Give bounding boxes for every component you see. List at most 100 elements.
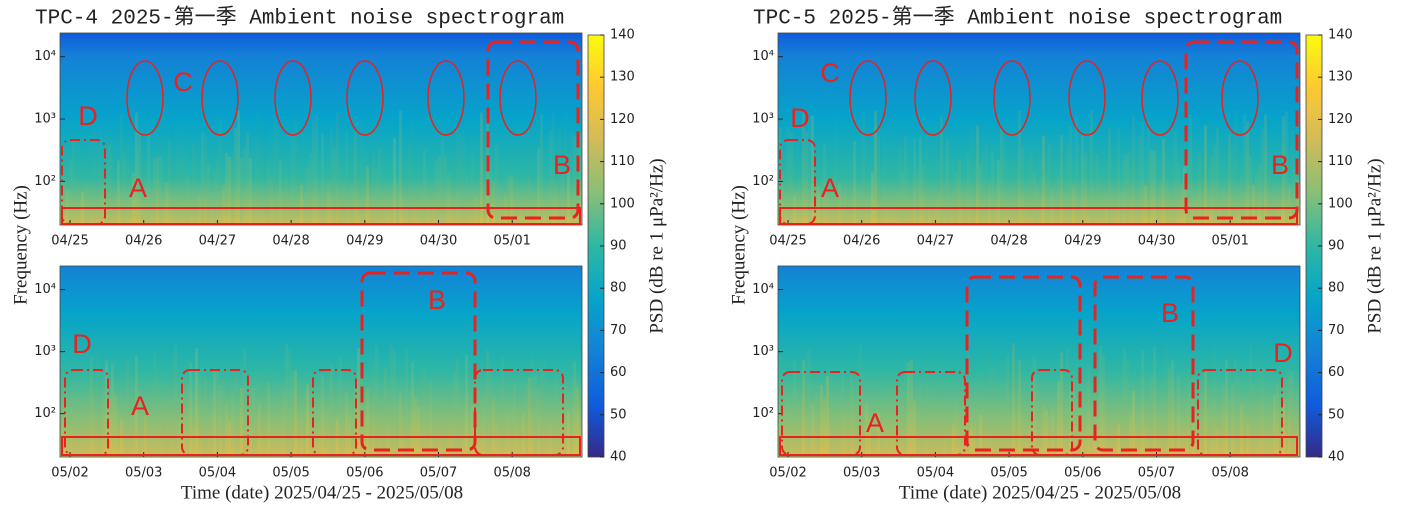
spectrogram-texture xyxy=(132,172,135,225)
spectrogram-texture xyxy=(835,117,838,225)
spectrogram-texture xyxy=(516,184,519,225)
spectrogram-texture xyxy=(1045,172,1048,225)
spectrogram-texture xyxy=(1099,172,1102,225)
x-tick-label: 04/26 xyxy=(125,234,162,249)
spectrogram-texture xyxy=(1195,150,1198,225)
spectrogram-texture xyxy=(135,112,138,225)
spectrogram-texture xyxy=(165,428,168,457)
spectrogram-texture xyxy=(1039,412,1042,457)
spectrogram-texture xyxy=(273,117,276,225)
spectrogram-texture xyxy=(1198,153,1201,225)
spectrogram-texture xyxy=(303,398,306,457)
spectrogram-texture xyxy=(1057,176,1060,225)
spectrogram-texture xyxy=(360,359,363,457)
spectrogram-texture xyxy=(183,349,186,457)
annotation-box xyxy=(486,40,580,220)
colorbar-tick-label: 110 xyxy=(610,154,635,169)
x-tick-label: 05/06 xyxy=(346,466,383,481)
spectrogram-texture xyxy=(516,419,519,457)
spectrogram-texture xyxy=(889,124,892,225)
spectrogram-texture xyxy=(87,179,90,225)
spectrogram-texture xyxy=(1165,345,1168,457)
spectrogram-texture xyxy=(922,423,925,457)
spectrogram-texture xyxy=(1294,422,1297,457)
spectrogram-texture xyxy=(117,368,120,457)
spectrogram-texture xyxy=(886,385,889,457)
spectrogram-texture xyxy=(1135,179,1138,225)
spectrogram-texture xyxy=(1036,186,1039,225)
spectrogram-texture xyxy=(138,131,141,225)
spectrogram xyxy=(60,266,582,457)
spectrogram-texture xyxy=(483,176,486,225)
spectrogram-texture xyxy=(501,357,504,457)
spectrogram-texture xyxy=(1219,423,1222,457)
spectrogram-texture xyxy=(970,126,973,225)
spectrogram-texture xyxy=(1234,109,1237,225)
x-tick-label: 05/04 xyxy=(917,466,954,481)
spectrogram-texture xyxy=(321,133,324,225)
spectrogram-texture xyxy=(946,139,949,225)
spectrogram-texture xyxy=(868,420,871,457)
spectrogram-texture xyxy=(1120,414,1123,457)
spectrogram-texture xyxy=(1090,110,1093,225)
annotation-ellipse xyxy=(126,60,164,136)
spectrogram-texture xyxy=(357,122,360,225)
spectrogram-texture xyxy=(330,365,333,457)
spectrogram-texture xyxy=(1240,404,1243,457)
spectrogram-texture xyxy=(1273,394,1276,457)
spectrogram-texture xyxy=(108,144,111,225)
spectrogram-texture xyxy=(1147,121,1150,225)
spectrogram-texture xyxy=(811,115,814,225)
spectrogram-texture xyxy=(841,163,844,225)
spectrogram-texture xyxy=(405,169,408,225)
spectrogram-texture xyxy=(153,158,156,225)
spectrogram-texture xyxy=(426,188,429,225)
spectrogram-texture xyxy=(982,153,985,225)
spectrogram-texture xyxy=(300,419,303,457)
spectrogram-texture xyxy=(952,424,955,457)
spectrogram-texture xyxy=(381,384,384,457)
spectrogram-texture xyxy=(850,174,853,225)
spectrogram-texture xyxy=(985,377,988,457)
spectrogram-texture xyxy=(180,153,183,225)
spectrogram-texture xyxy=(1030,150,1033,225)
spectrogram-texture xyxy=(519,412,522,457)
annotation-band xyxy=(779,436,1298,456)
spectrogram-texture xyxy=(231,160,234,225)
spectrogram-texture xyxy=(249,157,252,225)
spectrogram-texture xyxy=(240,387,243,457)
spectrogram-texture xyxy=(492,181,495,225)
spectrogram-texture xyxy=(943,374,946,457)
annotation-ellipse xyxy=(1221,60,1259,136)
spectrogram-texture xyxy=(1297,179,1300,225)
spectrogram-texture xyxy=(423,365,426,457)
spectrogram-texture xyxy=(321,374,324,457)
spectrogram-texture xyxy=(970,423,973,457)
spectrogram-texture xyxy=(1159,359,1162,457)
spectrogram-texture xyxy=(1261,128,1264,225)
spectrogram-texture xyxy=(919,382,922,457)
spectrogram-texture xyxy=(375,345,378,457)
y-axis-label: Frequency (Hz) xyxy=(10,185,31,305)
spectrogram-texture xyxy=(1048,396,1051,457)
spectrogram-texture xyxy=(186,176,189,225)
x-tick-label: 04/27 xyxy=(917,234,954,249)
spectrogram-texture xyxy=(177,124,180,225)
spectrogram-texture xyxy=(522,194,525,225)
spectrogram-texture xyxy=(507,174,510,225)
spectrogram-texture xyxy=(958,160,961,225)
spectrogram-texture xyxy=(1144,185,1147,225)
spectrogram-texture xyxy=(1177,161,1180,225)
spectrogram-texture xyxy=(1000,128,1003,225)
spectrogram-texture xyxy=(1123,154,1126,225)
spectrogram-texture xyxy=(162,119,165,225)
spectrogram-texture xyxy=(1075,357,1078,457)
spectrogram-texture xyxy=(540,114,543,225)
spectrogram-texture xyxy=(1123,347,1126,457)
spectrogram-texture xyxy=(306,166,309,225)
spectrogram-texture xyxy=(222,379,225,457)
x-tick-label: 04/30 xyxy=(1138,234,1175,249)
spectrogram-texture xyxy=(1093,426,1096,457)
spectrogram-texture xyxy=(916,362,919,457)
spectrogram-texture xyxy=(291,132,294,225)
